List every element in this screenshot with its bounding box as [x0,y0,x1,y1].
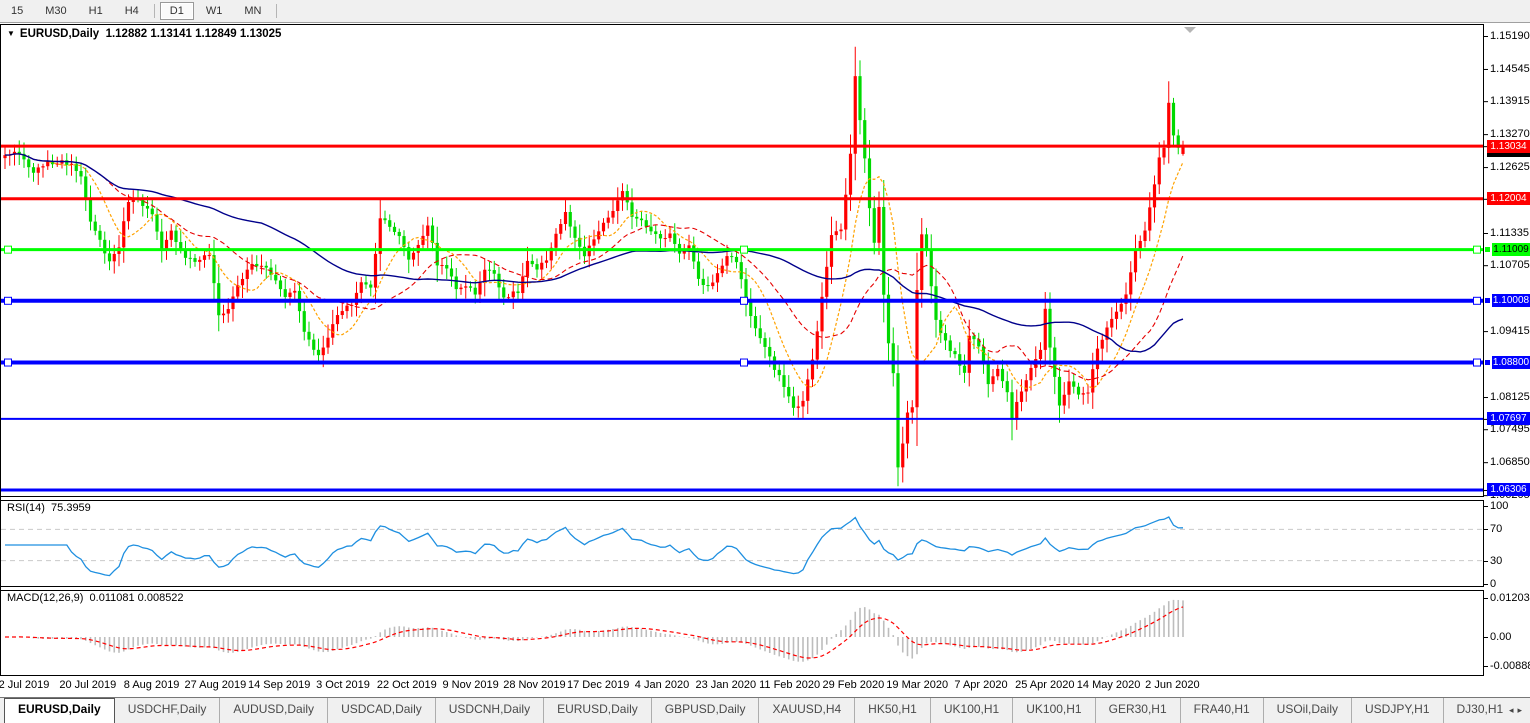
date-tick-label: 19 Mar 2020 [886,679,949,691]
date-tick-label: 29 Feb 2020 [822,679,885,691]
symbol-tab-ger30-h1[interactable]: GER30,H1 [1094,698,1180,723]
scroll-left-icon[interactable]: ◂ [1508,705,1518,715]
rsi-tick-label: 0 [1490,578,1497,590]
symbol-tab-usdcnh-daily[interactable]: USDCNH,Daily [434,698,543,723]
symbol-tab-usoil-daily[interactable]: USOil,Daily [1262,698,1351,723]
timeframe-button-m30[interactable]: M30 [45,5,67,17]
date-tick-label: 17 Dec 2019 [566,679,630,691]
timeframe-button-15[interactable]: 15 [11,5,24,17]
date-tick-label: 3 Oct 2019 [316,679,370,691]
macd-indicator-name: MACD(12,26,9) [7,592,84,604]
tab-scroll-arrows[interactable]: ◂▸ [1509,705,1526,716]
price-level-tag: 1.07697 [1487,412,1530,426]
line-anchor-square [1484,359,1491,367]
chart-title: ▼ EURUSD,Daily 1.12882 1.13141 1.12849 1.… [7,28,281,40]
date-axis: 2 Jul 2019 20 Jul 2019 8 Aug 2019 27 Aug 20… [0,676,1484,697]
symbol-tab-uk100-h1[interactable]: UK100,H1 [929,698,1012,723]
symbol-tab-xauusd-h4[interactable]: XAUUSD,H4 [758,698,854,723]
line-anchor-square [1484,297,1491,305]
rsi-current-value: 75.3959 [51,502,91,514]
symbol-tab-fra40-h1[interactable]: FRA40,H1 [1179,698,1263,723]
price-tick-label: 1.15190 [1490,30,1530,42]
symbol-tab-dj30-h1[interactable]: DJ30,H1 [1442,698,1517,723]
date-tick-label: 7 Apr 2020 [954,679,1008,691]
rsi-panel-label: RSI(14) 75.3959 [7,502,91,514]
symbol-tab-eurusd-daily[interactable]: EURUSD,Daily [543,698,651,723]
symbol-tab-audusd-daily[interactable]: AUDUSD,Daily [219,698,327,723]
timeframe-button-w1[interactable]: W1 [205,5,223,17]
date-tick-label: 2 Jun 2020 [1145,679,1200,691]
rsi-indicator-name: RSI(14) [7,502,45,514]
price-tick-label: 1.13915 [1490,95,1530,108]
symbol-tab-usdjpy-h1[interactable]: USDJPY,H1 [1351,698,1442,723]
price-level-tag: 1.08800 [1492,356,1530,370]
price-level-tag: 1.06306 [1487,483,1530,497]
timeframe-button-h4[interactable]: H4 [124,5,139,17]
price-tick-label: 1.12625 [1490,161,1530,174]
timeframe-toolbar: 15 M30 H1 H4 D1 W1 MN [0,0,1530,23]
chart-symbol-label: EURUSD,Daily [19,28,100,40]
toolbar-separator [153,4,155,18]
timeframe-button-mn[interactable]: MN [244,5,262,17]
price-level-tag: 1.11009 [1492,243,1530,257]
price-tick-label: 1.07495 [1490,423,1530,436]
timeframe-button-d1[interactable]: D1 [159,2,194,20]
price-tick-label: 1.13270 [1490,128,1530,141]
price-tick-label: 1.11335 [1490,226,1529,239]
timeframe-button-h1[interactable]: H1 [88,5,103,17]
macd-tick-label: 0.00 [1490,631,1512,643]
macd-panel-label: MACD(12,26,9) 0.011081 0.008522 [7,592,184,604]
price-level-tag: 1.12004 [1487,192,1530,206]
symbol-tab-usdcad-daily[interactable]: USDCAD,Daily [327,698,435,723]
line-anchor-square [1484,246,1491,254]
macd-tick-label: 0.012031 [1490,592,1530,604]
date-tick-label: 2 Jul 2019 [0,679,50,691]
date-tick-label: 23 Jan 2020 [695,679,757,691]
symbol-tabs: EURUSD,Daily USDCHF,Daily AUDUSD,Daily USDC… [0,697,1530,723]
date-tick-label: 25 Apr 2020 [1015,679,1075,691]
macd-current-values: 0.011081 0.008522 [89,592,184,604]
symbol-tab-uk100-h1[interactable]: UK100,H1 [1012,698,1094,723]
date-tick-label: 22 Oct 2019 [376,679,437,691]
date-tick-label: 14 May 2020 [1076,679,1141,691]
date-tick-label: 9 Nov 2019 [442,679,499,691]
symbol-tab-usdchf-daily[interactable]: USDCHF,Daily [127,702,207,716]
price-level-tag: 1.10008 [1492,294,1530,308]
date-tick-label: 14 Sep 2019 [247,679,311,691]
rsi-tick-label: 30 [1490,555,1503,567]
date-tick-label: 28 Nov 2019 [503,679,566,691]
symbol-tab-gbpusd-daily[interactable]: GBPUSD,Daily [650,698,759,723]
date-tick-label: 20 Jul 2019 [59,679,117,691]
rsi-tick-label: 100 [1490,500,1509,512]
price-level-tag: 1.13034 [1487,139,1530,153]
scroll-right-icon[interactable]: ▸ [1517,705,1526,715]
chart-ohlc-values: 1.12882 1.13141 1.12849 1.13025 [105,28,282,40]
symbol-tab-hk50-h1[interactable]: HK50,H1 [854,698,930,723]
price-tick-label: 1.06850 [1490,456,1530,469]
date-tick-label: 8 Aug 2019 [123,679,180,691]
date-tick-label: 27 Aug 2019 [184,679,247,691]
price-tick-label: 1.14545 [1490,62,1530,75]
date-tick-label: 11 Feb 2020 [759,679,821,691]
symbol-tab-eurusd-daily[interactable]: EURUSD,Daily [4,698,115,723]
chart-dropdown-icon[interactable]: ▼ [7,29,15,38]
rsi-tick-label: 70 [1490,523,1503,535]
macd-tick-label: -0.00888 [1490,660,1530,672]
date-tick-label: 4 Jan 2020 [634,679,690,691]
price-axis: 1.15190 1.14545 1.13915 1.13270 1.12625 1.113… [1484,23,1530,697]
price-tick-label: 1.08125 [1490,391,1530,404]
toolbar-separator [276,4,278,18]
price-tick-label: 1.09415 [1490,325,1530,338]
price-tick-label: 1.10705 [1490,259,1530,272]
